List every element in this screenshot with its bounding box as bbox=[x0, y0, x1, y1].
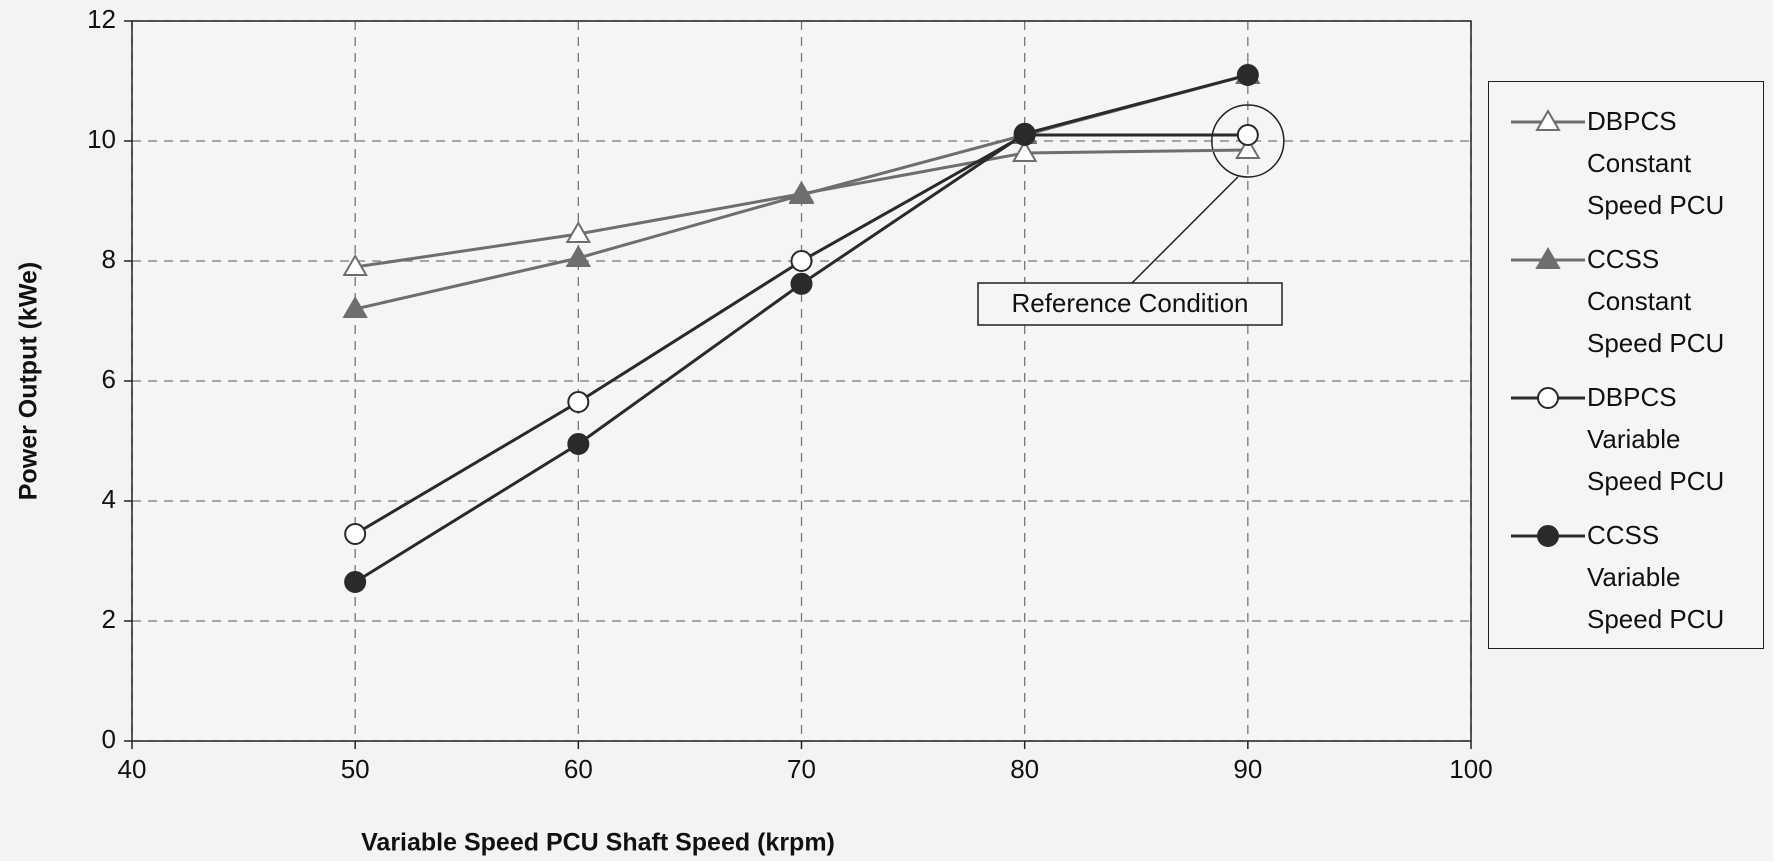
legend-label: DBPCS Constant Speed PCU bbox=[1587, 106, 1725, 220]
marker bbox=[1235, 137, 1261, 159]
x-tick-label: 50 bbox=[341, 754, 370, 784]
marker bbox=[1011, 140, 1038, 162]
x-tick-label: 100 bbox=[1449, 754, 1492, 784]
marker bbox=[565, 221, 592, 243]
y-tick-label: 0 bbox=[102, 724, 116, 754]
marker bbox=[788, 182, 815, 204]
marker bbox=[1013, 122, 1036, 145]
marker bbox=[344, 571, 367, 593]
marker bbox=[1537, 387, 1559, 409]
legend-item: DBPCS Variable Speed PCU bbox=[1489, 376, 1759, 506]
marker bbox=[567, 433, 590, 455]
marker bbox=[1537, 525, 1559, 547]
x-axis-label: Variable Speed PCU Shaft Speed (krpm) bbox=[361, 829, 835, 857]
legend-item: DBPCS Constant Speed PCU bbox=[1489, 100, 1759, 230]
annotation-circle bbox=[1211, 104, 1285, 178]
annotation-box bbox=[977, 282, 1283, 326]
legend-swatch bbox=[1511, 525, 1585, 547]
plot-frame bbox=[131, 20, 1472, 742]
x-tick-label: 70 bbox=[787, 754, 816, 784]
y-tick-label: 10 bbox=[87, 124, 116, 154]
legend: DBPCS Constant Speed PCU CCSS Constant Sp… bbox=[1488, 81, 1764, 649]
marker bbox=[344, 523, 367, 545]
annotation-text: Reference Condition bbox=[1011, 288, 1248, 318]
legend-item: CCSS Constant Speed PCU bbox=[1489, 238, 1759, 368]
marker bbox=[342, 254, 368, 276]
annotation-leader bbox=[1129, 176, 1239, 286]
y-tick-label: 6 bbox=[102, 364, 116, 394]
marker bbox=[565, 245, 592, 267]
legend-swatch bbox=[1511, 109, 1585, 131]
x-tick-label: 60 bbox=[564, 754, 593, 784]
marker bbox=[342, 296, 368, 318]
marker bbox=[790, 250, 813, 272]
legend-swatch bbox=[1511, 387, 1585, 409]
y-tick-label: 4 bbox=[102, 484, 116, 514]
marker bbox=[1535, 247, 1561, 269]
marker bbox=[790, 272, 813, 295]
legend-label: CCSS Variable Speed PCU bbox=[1587, 520, 1725, 634]
marker bbox=[1535, 109, 1561, 131]
legend-label: CCSS Constant Speed PCU bbox=[1587, 244, 1725, 358]
x-tick-label: 40 bbox=[118, 754, 147, 784]
y-axis-label: Power Output (kWe) bbox=[15, 262, 43, 500]
marker bbox=[1236, 64, 1259, 86]
legend-item: CCSS Variable Speed PCU bbox=[1489, 514, 1759, 644]
marker bbox=[1236, 124, 1259, 146]
y-tick-label: 8 bbox=[102, 244, 116, 274]
x-tick-label: 80 bbox=[1010, 754, 1039, 784]
y-tick-label: 2 bbox=[102, 604, 116, 634]
y-tick-label: 12 bbox=[87, 4, 116, 34]
marker bbox=[567, 391, 590, 413]
legend-swatch bbox=[1511, 247, 1585, 269]
legend-label: DBPCS Variable Speed PCU bbox=[1587, 382, 1725, 496]
x-tick-label: 90 bbox=[1233, 754, 1262, 784]
